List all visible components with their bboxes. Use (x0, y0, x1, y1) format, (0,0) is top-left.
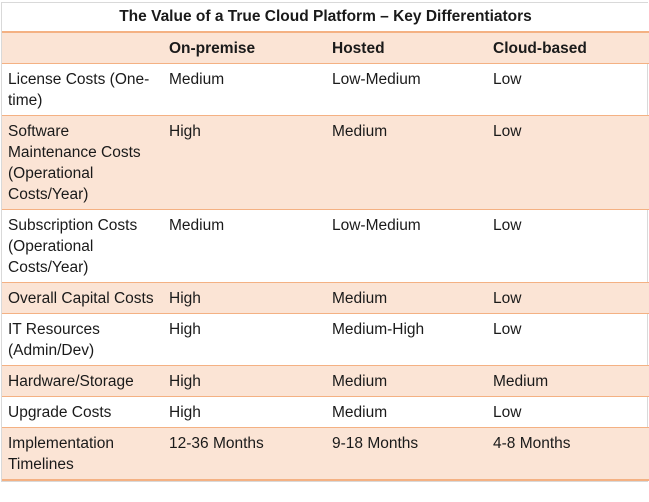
row-label: IT Resources (Admin/Dev) (2, 313, 163, 366)
cell-on-premise: Medium (163, 63, 326, 116)
table-row: Upgrade Costs High Medium Low (2, 396, 649, 428)
cell-cloud-based: Low (487, 209, 649, 283)
table-row: IT Resources (Admin/Dev) High Medium-Hig… (2, 313, 649, 366)
row-label: Upgrade Costs (2, 396, 163, 428)
table-header-row: On-premise Hosted Cloud-based (2, 32, 649, 64)
cell-on-premise: High (163, 365, 326, 397)
header-cell-on-premise: On-premise (163, 32, 326, 64)
cell-cloud-based: Low (487, 115, 649, 210)
cell-cloud-based: Low (487, 282, 649, 314)
cell-cloud-based: Low (487, 313, 649, 366)
header-cell-hosted: Hosted (326, 32, 487, 64)
table-title: The Value of a True Cloud Platform – Key… (2, 3, 649, 33)
cell-cloud-based: Low (487, 396, 649, 428)
cell-hosted: Medium (326, 282, 487, 314)
table-row: Hardware/Storage High Medium Medium (2, 365, 649, 397)
cell-cloud-based: Medium (487, 365, 649, 397)
cell-hosted: Low-Medium (326, 63, 487, 116)
cell-hosted: Low-Medium (326, 209, 487, 283)
cell-hosted: Medium (326, 115, 487, 210)
row-label: License Costs (One-time) (2, 63, 163, 116)
cell-hosted: Medium-High (326, 313, 487, 366)
cell-on-premise: High (163, 396, 326, 428)
table-row: Subscription Costs (Operational Costs/Ye… (2, 209, 649, 283)
table-title-row: The Value of a True Cloud Platform – Key… (2, 3, 649, 33)
table-row: Overall Capital Costs High Medium Low (2, 282, 649, 314)
cell-hosted: Medium (326, 365, 487, 397)
cell-hosted: Medium (326, 396, 487, 428)
table-row: Implementation Timelines 12-36 Months 9-… (2, 427, 649, 481)
cell-on-premise: Medium (163, 209, 326, 283)
cell-on-premise: High (163, 115, 326, 210)
header-cell-cloud-based: Cloud-based (487, 32, 649, 64)
table-row: Software Maintenance Costs (Operational … (2, 115, 649, 210)
cell-cloud-based: 4-8 Months (487, 427, 649, 481)
row-label: Subscription Costs (Operational Costs/Ye… (2, 209, 163, 283)
comparison-table: The Value of a True Cloud Platform – Key… (2, 3, 649, 481)
row-label: Software Maintenance Costs (Operational … (2, 115, 163, 210)
table-row: License Costs (One-time) Medium Low-Medi… (2, 63, 649, 116)
row-label: Implementation Timelines (2, 427, 163, 481)
cell-hosted: 9-18 Months (326, 427, 487, 481)
cell-on-premise: 12-36 Months (163, 427, 326, 481)
header-cell-criteria (2, 32, 163, 64)
cell-cloud-based: Low (487, 63, 649, 116)
row-label: Hardware/Storage (2, 365, 163, 397)
cell-on-premise: High (163, 282, 326, 314)
cell-on-premise: High (163, 313, 326, 366)
row-label: Overall Capital Costs (2, 282, 163, 314)
comparison-table-frame: The Value of a True Cloud Platform – Key… (1, 2, 649, 482)
